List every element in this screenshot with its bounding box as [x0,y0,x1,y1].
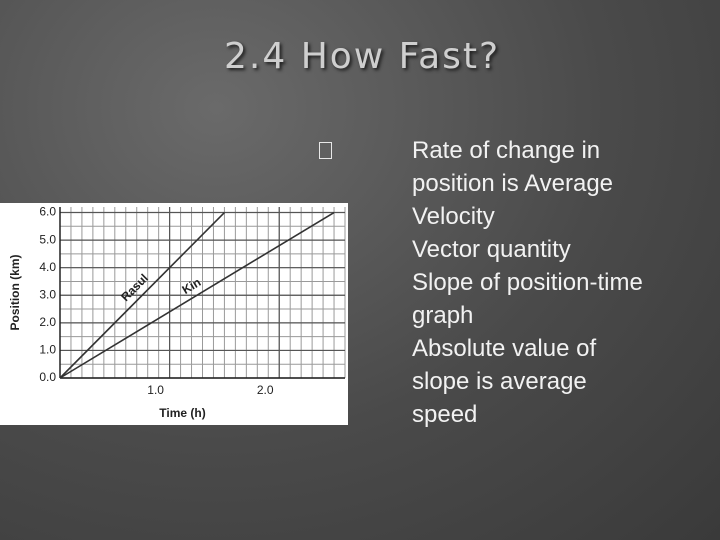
bullet-item: Slope of position-time graph [319,266,652,332]
y-tick-label: 1.0 [39,343,56,357]
bullet-item: Absolute value of slope is average speed [319,332,652,431]
series-line [59,211,225,379]
x-tick-label: 1.0 [147,383,164,397]
y-tick-label: 6.0 [39,205,56,219]
x-axis-title: Time (h) [159,406,205,420]
y-tick-label: 3.0 [39,287,56,301]
y-tick-label: 5.0 [39,232,56,246]
y-axis-title: Position (km) [8,254,22,330]
series-line [59,211,335,379]
y-tick-label: 0.0 [39,370,56,384]
bullet-list: Rate of change in position is Average Ve… [319,134,652,431]
y-tick-label: 4.0 [39,260,56,274]
slide-title: 2.4 How Fast? [224,36,501,77]
bullet-item: Rate of change in position is Average Ve… [319,134,652,233]
bullet-item: Vector quantity [319,233,652,266]
y-tick-label: 2.0 [39,315,56,329]
x-tick-label: 2.0 [257,383,274,397]
chart: 0.0 1.0 2.0 3.0 4.0 5.0 6.0 1.0 2.0 Time (h) Posit… [0,203,348,425]
